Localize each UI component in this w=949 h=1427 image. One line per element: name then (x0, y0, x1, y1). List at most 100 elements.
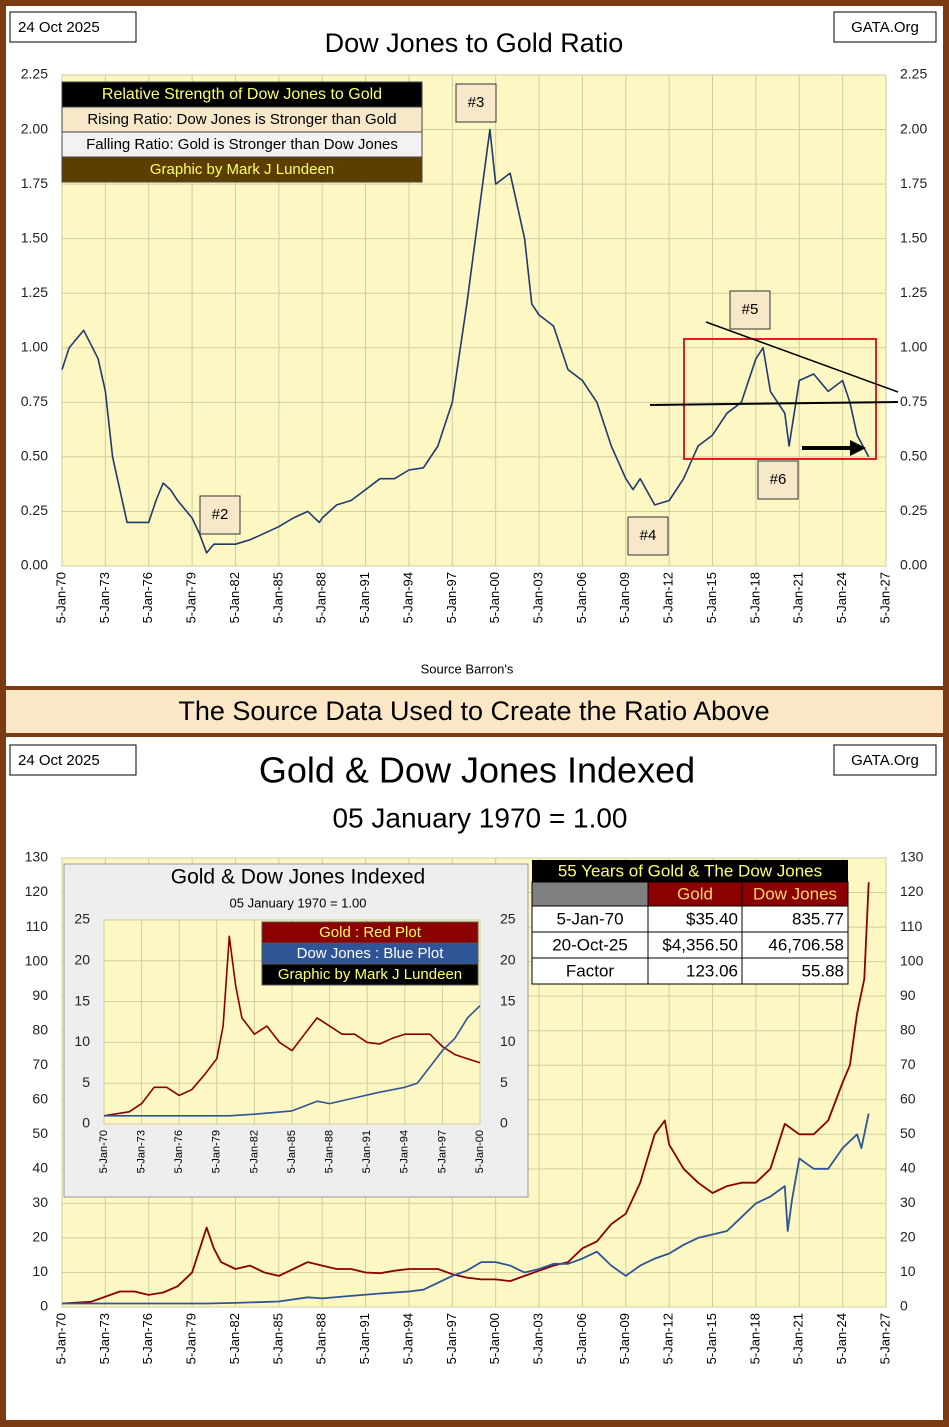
y-tick-label: 25 (74, 911, 90, 927)
x-tick-label: 5-Jan-21 (791, 1313, 806, 1364)
annotation-box (729, 290, 771, 330)
y-tick-label: 70 (32, 1056, 48, 1072)
chart-title: Gold & Dow Jones Indexed (259, 750, 695, 791)
x-tick-label: 5-Jan-24 (834, 572, 849, 623)
x-tick-label: 5-Jan-97 (436, 1130, 448, 1173)
date-label: 24 Oct 2025 (18, 19, 100, 36)
x-tick-label: 5-Jan-00 (487, 1313, 502, 1364)
y-tick-label-right: 90 (900, 987, 916, 1003)
chart-title: Dow Jones to Gold Ratio (325, 28, 624, 58)
annotation-box (757, 460, 799, 500)
y-tick-label: 10 (74, 1033, 90, 1049)
x-tick-label: 5-Jan-00 (487, 572, 502, 623)
inset-chart: 5-Jan-70 5-Jan-73 5-Jan-76 5-Jan-79 5-Jan-82… (74, 866, 515, 1174)
annotation-box (455, 83, 497, 123)
x-tick-label: 5-Jan-15 (704, 572, 719, 623)
x-tick-label: 5-Jan-12 (661, 572, 676, 623)
table-row-label: 20-Oct-25 (552, 935, 628, 954)
y-tick-label-right: 1.75 (900, 175, 927, 191)
table-corner (531, 881, 649, 907)
y-tick-label-right: 120 (900, 883, 924, 899)
y-tick-label-right: 1.25 (900, 284, 927, 300)
x-tick-label: 5-Jan-79 (184, 1313, 199, 1364)
y-tick-label-right: 0.50 (900, 448, 927, 464)
x-tick-label: 5-Jan-82 (227, 572, 242, 623)
x-tick-label: 5-Jan-73 (97, 1313, 112, 1364)
x-tick-label: 5-Jan-06 (574, 572, 589, 623)
y-tick-label-right: 20 (900, 1229, 916, 1245)
y-tick-label-right: 80 (900, 1021, 916, 1037)
x-tick-label: 5-Jan-27 (877, 1313, 892, 1364)
y-tick-label-right: 2.25 (900, 66, 927, 82)
y-tick-label-right: 10 (900, 1263, 916, 1279)
data-table: 55 Years of Gold & The Dow Jones Gold Dow … (531, 860, 849, 985)
y-tick-label-right: 30 (900, 1194, 916, 1210)
y-tick-label: 5 (82, 1074, 90, 1090)
x-tick-label: 5-Jan-91 (357, 572, 372, 623)
y-tick-label: 15 (74, 992, 90, 1008)
site-label: GATA.Org (851, 752, 919, 769)
table-header: Dow Jones (753, 884, 837, 903)
y-tick-label-right: 0.75 (900, 393, 927, 409)
ratio-annotations (649, 321, 899, 460)
x-tick-label: 5-Jan-76 (173, 1130, 185, 1173)
y-tick-label: 80 (32, 1021, 48, 1037)
note-text: Rising Ratio: Dow Jones is Stronger than… (87, 111, 396, 128)
y-tick-label: 100 (25, 952, 49, 968)
table-row-bg (531, 905, 849, 933)
annotation: #4 (640, 527, 657, 544)
y-tick-label-right: 70 (900, 1056, 916, 1072)
annotation: #5 (742, 301, 759, 318)
x-tick-label: 5-Jan-70 (98, 1130, 110, 1173)
annotation: #3 (468, 94, 485, 111)
y-tick-label: 50 (32, 1125, 48, 1141)
y-tick-label-right: 0 (500, 1115, 508, 1131)
y-tick-label: 90 (32, 987, 48, 1003)
note-row (61, 156, 423, 183)
x-tick-label: 5-Jan-76 (140, 1313, 155, 1364)
y-tick-label: 0.00 (21, 557, 48, 573)
legend-text: Gold : Red Plot (319, 924, 422, 941)
chart-subtitle: 05 January 1970 = 1.00 (332, 802, 627, 833)
date-box (9, 11, 137, 43)
y-tick-label: 10 (32, 1263, 48, 1279)
table-cell: $4,356.50 (662, 935, 738, 954)
banner: The Source Data Used to Create the Ratio… (178, 696, 769, 726)
y-tick-label: 130 (25, 849, 49, 865)
source-label: Source Barron's (421, 661, 514, 676)
y-tick-label-right: 0.00 (900, 557, 927, 573)
x-tick-label: 5-Jan-88 (324, 1130, 336, 1173)
y-tick-label-right: 2.00 (900, 120, 927, 136)
table-cell: $35.40 (686, 909, 738, 928)
y-tick-label: 120 (25, 883, 49, 899)
y-tick-label: 110 (26, 918, 49, 934)
support-line (649, 401, 899, 406)
banner-panel (6, 690, 943, 733)
series-line (104, 1005, 481, 1117)
y-tick-label-right: 100 (900, 952, 924, 968)
table-row-bg (531, 957, 849, 985)
y-tick-label: 40 (32, 1160, 48, 1176)
y-tick-label-right: 25 (500, 911, 516, 927)
x-tick-label: 5-Jan-73 (97, 572, 112, 623)
x-tick-label: 5-Jan-00 (474, 1130, 486, 1173)
y-tick-label: 0 (82, 1115, 90, 1131)
x-tick-label: 5-Jan-85 (270, 572, 285, 623)
annotation: #6 (770, 471, 787, 488)
x-tick-label: 5-Jan-09 (617, 572, 632, 623)
date-box (9, 744, 137, 776)
y-tick-label-right: 20 (500, 952, 516, 968)
date-label: 24 Oct 2025 (18, 752, 100, 769)
note-row (61, 131, 423, 158)
series-line (62, 1113, 870, 1305)
annotation-box (627, 516, 669, 556)
y-tick-label: 20 (32, 1229, 48, 1245)
x-tick-label: 5-Jan-85 (270, 1313, 285, 1364)
table-row-label: Factor (566, 961, 615, 980)
site-box (833, 11, 937, 43)
x-tick-label: 5-Jan-73 (136, 1130, 148, 1173)
note-row (61, 81, 423, 108)
series-line (61, 882, 870, 1305)
table-header-bg (647, 881, 743, 907)
y-tick-label-right: 15 (500, 992, 516, 1008)
